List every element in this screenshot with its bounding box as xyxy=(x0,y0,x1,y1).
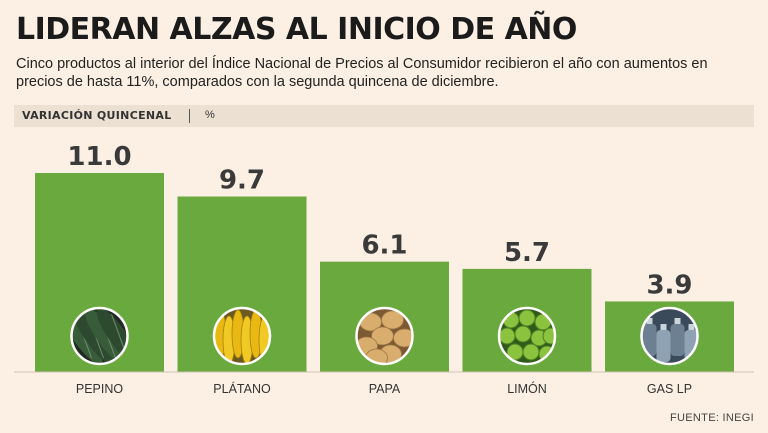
chart-subtitle: Cinco productos al interior del Índice N… xyxy=(16,56,708,90)
category-label: PEPINO xyxy=(76,382,124,396)
category-label: LIMÓN xyxy=(507,381,547,396)
lime-icon xyxy=(497,306,557,366)
category-label: PLÁTANO xyxy=(213,381,271,396)
bar-value-label: 6.1 xyxy=(361,231,407,261)
bar-chart: 11.0 PEPINO 9.7 PLÁTANO 6.1 PAPA 5.7 LIMÓN 3.9 GA… xyxy=(14,142,754,396)
potato-icon xyxy=(355,306,414,366)
cucumber-icon xyxy=(70,306,129,366)
bar-value-label: 3.9 xyxy=(646,270,692,300)
bar-value-label: 11.0 xyxy=(67,142,131,172)
y-axis-label: VARIACIÓN QUINCENAL xyxy=(22,109,172,122)
gas-cylinder-icon xyxy=(640,306,699,366)
source-note: FUENTE: INEGI xyxy=(670,412,754,424)
bar-value-label: 9.7 xyxy=(219,166,265,196)
chart-title: LIDERAN ALZAS AL INICIO DE AÑO xyxy=(16,12,577,47)
strip-divider xyxy=(189,109,190,123)
bar-value-label: 5.7 xyxy=(504,238,550,268)
category-label: PAPA xyxy=(369,382,401,396)
unit-label: % xyxy=(205,109,215,121)
axis-label-strip: VARIACIÓN QUINCENAL % xyxy=(14,105,754,127)
category-label: GAS LP xyxy=(647,382,692,396)
